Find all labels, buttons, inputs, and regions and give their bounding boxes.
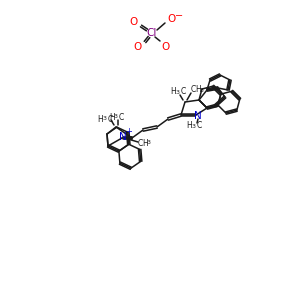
Text: 3: 3 [114, 115, 118, 119]
Text: 3: 3 [192, 124, 196, 128]
Text: H: H [170, 88, 176, 97]
Text: N: N [119, 132, 127, 142]
Text: H: H [109, 112, 115, 122]
Text: H: H [142, 139, 148, 148]
Text: O: O [130, 17, 138, 27]
Text: O: O [168, 14, 176, 24]
Text: C: C [190, 85, 196, 94]
Text: O: O [162, 42, 170, 52]
Text: Cl: Cl [147, 28, 157, 38]
Text: C: C [107, 115, 112, 124]
Text: H: H [186, 122, 192, 130]
Text: C: C [137, 139, 142, 148]
Text: 3: 3 [200, 88, 204, 92]
Text: C: C [196, 122, 202, 130]
Text: O: O [134, 42, 142, 52]
Text: −: − [175, 11, 183, 21]
Text: C: C [180, 88, 186, 97]
Text: 3: 3 [147, 140, 151, 146]
Text: +: + [126, 128, 132, 136]
Text: C: C [118, 112, 124, 122]
Text: H: H [195, 85, 201, 94]
Text: N: N [194, 111, 202, 121]
Text: H: H [97, 115, 103, 124]
Text: 3: 3 [103, 116, 107, 122]
Text: 3: 3 [176, 89, 180, 94]
